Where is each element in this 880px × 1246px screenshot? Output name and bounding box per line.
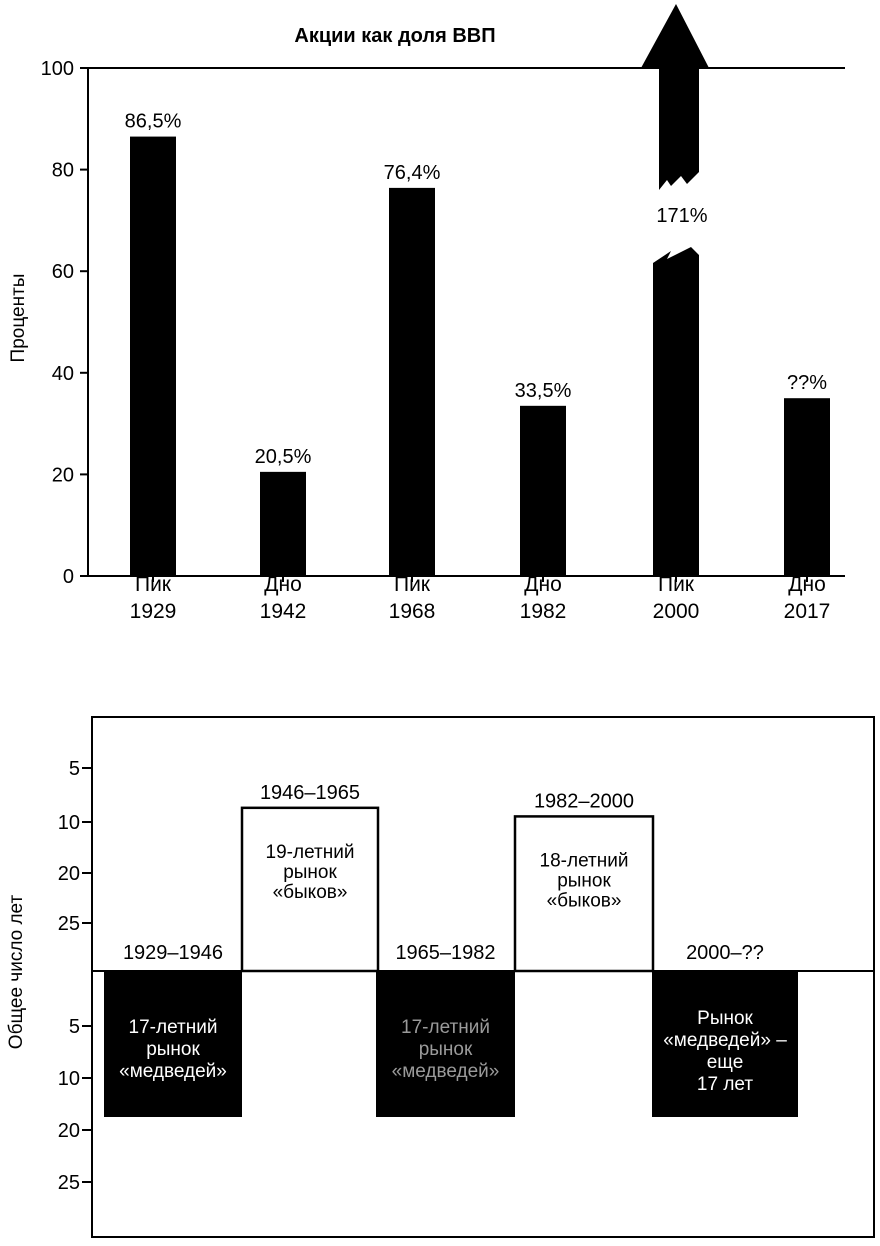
y-tick-label-up: 10 <box>58 812 80 834</box>
period-description: «быков» <box>273 882 348 903</box>
y-axis-label-2: Общее число лет <box>6 895 27 1050</box>
period-description: 17-летний <box>401 1017 490 1038</box>
period-description: «медведей» <box>119 1061 227 1082</box>
period-description: рынок <box>419 1039 473 1060</box>
period-description: еще <box>707 1052 744 1073</box>
period-description: «медведей» <box>392 1061 500 1082</box>
y-tick-label-up: 5 <box>69 758 80 780</box>
bar-2000-lower <box>653 247 699 577</box>
bar <box>130 136 176 576</box>
period-range-label: 1946–1965 <box>260 782 360 804</box>
bar <box>520 405 566 576</box>
x-tick-label-kind: Пик <box>394 573 431 596</box>
y-tick-label: 40 <box>52 363 74 385</box>
x-tick-label-year: 1942 <box>260 600 307 623</box>
x-tick-label-kind: Дно <box>524 573 562 596</box>
market-cycles-chart: Общее число лет 5 10 20 25 5 10 20 25 1929–1946… <box>6 716 875 1238</box>
period-range-label: 1982–2000 <box>534 790 634 812</box>
period-description: рынок <box>557 870 611 891</box>
y-tick-label-down: 10 <box>58 1068 80 1090</box>
period-description: 19-летний <box>266 842 355 863</box>
bar <box>784 398 830 576</box>
period-description: Рынок <box>697 1008 753 1029</box>
period-description: рынок <box>283 862 337 883</box>
bear-market-block <box>104 971 242 1117</box>
stocks-gdp-chart: Акции как доля ВВП Проценты 0 20 40 60 80 100… <box>8 4 845 623</box>
x-tick-label-kind: Пик <box>135 573 172 596</box>
y-tick-label-down: 20 <box>58 1120 80 1142</box>
y-tick-label-down: 25 <box>58 1172 80 1194</box>
x-tick-label-year: 2000 <box>653 600 700 623</box>
y-tick-label: 60 <box>52 261 74 283</box>
bear-market-block <box>652 971 798 1117</box>
bull-market-block <box>513 815 655 973</box>
period-range-label: 1965–1982 <box>395 942 495 964</box>
period-description: 18-летний <box>540 850 629 871</box>
x-tick-label-year: 1968 <box>389 600 436 623</box>
data-label: 86,5% <box>125 111 182 133</box>
period-range-label: 2000–?? <box>686 942 764 964</box>
x-tick-label-year: 2017 <box>784 600 831 623</box>
bar <box>389 187 435 576</box>
y-axis-label: Проценты <box>8 274 29 363</box>
bar <box>260 471 306 576</box>
period-description: «быков» <box>547 890 622 911</box>
bear-market-block <box>376 971 515 1117</box>
data-label: 76,4% <box>384 162 441 184</box>
data-label: 171% <box>656 205 707 227</box>
x-tick-label-kind: Пик <box>658 573 695 596</box>
x-tick-label-year: 1929 <box>130 600 177 623</box>
bar-2000-arrow <box>641 4 709 190</box>
period-description: 17-летний <box>129 1017 218 1038</box>
period-description: «медведей» – <box>663 1030 787 1051</box>
y-tick-label: 100 <box>41 58 74 80</box>
data-label: 20,5% <box>255 446 312 468</box>
chart-frame <box>91 716 875 1238</box>
x-tick-label-kind: Дно <box>788 573 826 596</box>
chart-title: Акции как доля ВВП <box>294 25 495 47</box>
y-tick-label: 20 <box>52 464 74 486</box>
x-tick-label-kind: Дно <box>264 573 302 596</box>
y-tick-label: 0 <box>63 566 74 588</box>
y-tick-label-up: 25 <box>58 913 80 935</box>
bull-market-block <box>240 806 380 973</box>
x-tick-label-year: 1982 <box>520 600 567 623</box>
data-label: 33,5% <box>515 380 572 402</box>
data-label: ??% <box>787 372 827 394</box>
period-description: 17 лет <box>697 1074 753 1095</box>
y-tick-label: 80 <box>52 160 74 182</box>
y-tick-label-up: 20 <box>58 863 80 885</box>
y-tick-label-down: 5 <box>69 1016 80 1038</box>
period-range-label: 1929–1946 <box>123 942 223 964</box>
period-description: рынок <box>146 1039 200 1060</box>
